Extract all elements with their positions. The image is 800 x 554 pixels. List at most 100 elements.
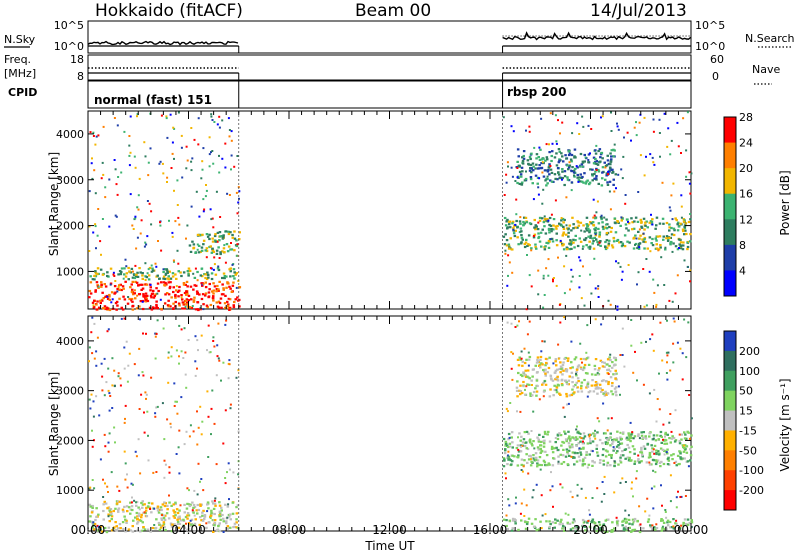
data-cell xyxy=(662,462,666,466)
data-cell xyxy=(213,422,216,425)
data-cell xyxy=(187,294,191,297)
data-cell xyxy=(544,372,547,375)
data-cell xyxy=(629,459,632,462)
data-cell xyxy=(525,129,527,132)
data-cell xyxy=(162,277,165,280)
data-cell xyxy=(542,459,546,462)
data-cell xyxy=(615,372,618,375)
data-cell xyxy=(141,371,144,374)
data-cell xyxy=(549,377,553,380)
data-cell xyxy=(589,273,592,276)
data-cell xyxy=(540,167,543,170)
data-cell xyxy=(211,150,214,152)
data-cell xyxy=(200,433,203,436)
data-cell xyxy=(236,296,239,299)
data-cell xyxy=(579,152,583,156)
data-cell xyxy=(577,224,581,227)
data-cell xyxy=(596,372,599,374)
data-cell xyxy=(606,223,609,226)
data-cell xyxy=(586,521,589,524)
data-cell xyxy=(555,239,558,242)
data-cell xyxy=(616,430,619,433)
data-cell xyxy=(206,235,210,238)
data-cell xyxy=(174,400,177,403)
data-cell xyxy=(651,244,655,247)
data-cell xyxy=(159,224,162,227)
data-cell xyxy=(579,165,582,168)
data-cell xyxy=(162,281,166,284)
data-cell xyxy=(135,307,139,310)
data-cell xyxy=(554,199,557,202)
data-cell xyxy=(588,247,592,250)
data-cell xyxy=(594,234,598,237)
data-cell xyxy=(680,194,683,197)
data-cell xyxy=(517,155,520,158)
data-cell xyxy=(140,501,143,505)
data-cell xyxy=(579,447,582,450)
data-cell xyxy=(524,369,527,372)
data-cell xyxy=(504,444,507,447)
data-cell xyxy=(521,156,524,159)
y-tick-label: 1000 xyxy=(56,265,84,278)
data-cell xyxy=(232,305,236,309)
data-cell xyxy=(649,524,652,527)
data-cell xyxy=(107,450,110,453)
data-cell xyxy=(178,285,181,289)
data-cell xyxy=(627,514,630,517)
data-cell xyxy=(585,386,588,389)
data-cell xyxy=(626,240,629,243)
data-cell xyxy=(600,390,603,393)
data-cell xyxy=(544,450,547,453)
data-cell xyxy=(211,389,214,392)
data-cell xyxy=(535,163,538,166)
data-cell xyxy=(686,248,689,251)
data-cell xyxy=(171,141,174,144)
data-cell xyxy=(104,445,107,448)
data-cell xyxy=(608,170,611,173)
data-cell xyxy=(180,296,183,299)
data-cell xyxy=(570,361,573,364)
data-cell xyxy=(510,322,513,325)
data-cell xyxy=(175,277,178,280)
data-cell xyxy=(237,299,240,302)
data-cell xyxy=(100,283,103,286)
data-cell xyxy=(226,471,228,474)
data-cell xyxy=(186,285,189,288)
data-cell xyxy=(652,161,655,164)
data-cell xyxy=(687,220,691,224)
data-cell xyxy=(573,527,577,530)
data-cell xyxy=(633,528,637,531)
data-cell xyxy=(208,165,211,168)
data-cell xyxy=(156,282,160,285)
data-cell xyxy=(525,238,528,241)
data-cell xyxy=(117,375,120,378)
data-cell xyxy=(545,143,548,146)
data-cell xyxy=(129,151,132,154)
data-cell xyxy=(208,288,211,291)
data-cell xyxy=(583,160,586,163)
colorbar-swatch xyxy=(724,270,736,297)
data-cell xyxy=(139,283,142,286)
data-cell xyxy=(604,390,607,393)
data-cell xyxy=(507,243,511,246)
data-cell xyxy=(162,270,165,274)
data-cell xyxy=(593,364,597,367)
data-cell xyxy=(545,520,548,523)
data-cell xyxy=(115,525,118,528)
data-cell xyxy=(519,512,522,515)
data-cell xyxy=(632,437,635,440)
data-cell xyxy=(601,442,604,445)
data-cell xyxy=(506,218,509,221)
data-cell xyxy=(152,471,155,474)
data-cell xyxy=(609,376,613,379)
data-cell xyxy=(562,227,566,230)
colorbar-swatch xyxy=(724,370,736,392)
data-cell xyxy=(201,233,204,236)
data-cell xyxy=(655,420,658,423)
data-cell xyxy=(149,508,152,510)
data-cell xyxy=(89,407,92,410)
data-cell xyxy=(185,303,188,306)
data-cell xyxy=(114,302,118,305)
data-cell xyxy=(589,221,592,224)
data-cell xyxy=(550,159,553,163)
